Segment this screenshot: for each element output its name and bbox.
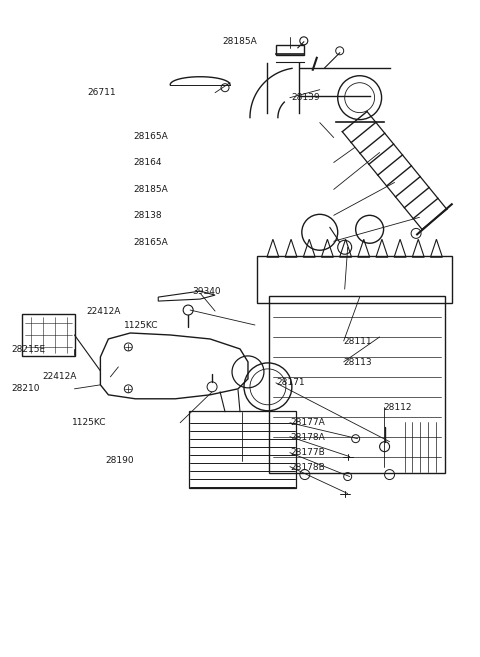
Text: 28177B: 28177B [291,449,325,457]
Text: 28185A: 28185A [134,185,168,194]
Text: 26711: 26711 [88,88,117,97]
Text: 28171: 28171 [276,378,305,387]
Text: 22412A: 22412A [86,307,120,316]
Text: 28185A: 28185A [223,37,257,46]
Text: 1125KC: 1125KC [124,321,159,330]
Text: 28138: 28138 [134,212,162,220]
Text: 28178B: 28178B [291,463,325,472]
Text: 28178A: 28178A [291,433,325,442]
Text: 28112: 28112 [384,403,412,412]
Text: 28139: 28139 [292,93,320,102]
Text: 28215E: 28215E [11,345,45,354]
Text: 28190: 28190 [105,457,134,465]
Text: 28113: 28113 [343,358,372,367]
Text: 22412A: 22412A [43,373,77,382]
Text: 39340: 39340 [192,287,221,296]
Text: 28210: 28210 [11,384,40,394]
Text: 28165A: 28165A [134,238,168,246]
Text: 28165A: 28165A [134,132,168,141]
Text: 28164: 28164 [134,158,162,168]
Text: 28177A: 28177A [291,419,325,427]
Text: 1125KC: 1125KC [72,419,106,427]
Text: 28111: 28111 [343,337,372,346]
